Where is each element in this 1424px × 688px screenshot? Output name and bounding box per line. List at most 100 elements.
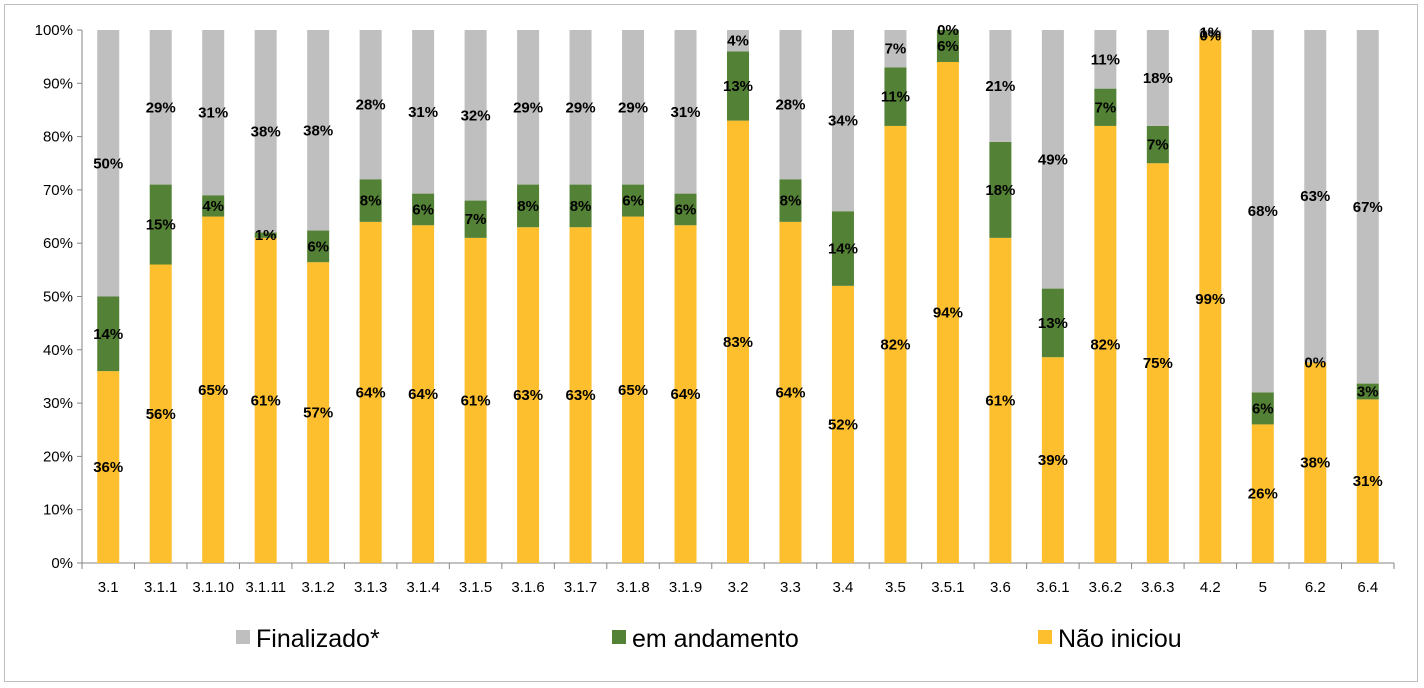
x-tick-label: 3.1.10 <box>192 579 234 596</box>
legend-label: Finalizado* <box>256 625 380 653</box>
data-label: 1% <box>1199 25 1221 42</box>
bar-segment <box>1094 125 1117 563</box>
x-tick-label: 3.1.8 <box>616 579 649 596</box>
data-label: 99% <box>1195 291 1225 308</box>
bar-segment <box>674 30 697 194</box>
data-label: 1% <box>255 227 277 244</box>
data-label: 29% <box>513 99 543 116</box>
data-label: 64% <box>671 386 701 403</box>
x-tick-label: 3.6.3 <box>1141 579 1174 596</box>
x-tick-label: 3.2 <box>728 579 749 596</box>
data-label: 61% <box>251 392 281 409</box>
bar-segment <box>307 30 330 231</box>
x-tick-label: 3.3 <box>780 579 801 596</box>
bars <box>97 30 1379 564</box>
x-tick-label: 3.1 <box>98 579 119 596</box>
bar-segment <box>622 184 645 217</box>
bar-segment <box>359 221 382 563</box>
x-tick-label: 3.5 <box>885 579 906 596</box>
bar-segment <box>149 184 172 265</box>
data-label: 31% <box>408 104 438 121</box>
data-label: 50% <box>93 155 123 172</box>
data-label: 0% <box>1199 27 1221 44</box>
bar-segment <box>622 30 645 185</box>
bar-segment <box>464 200 487 238</box>
data-label: 57% <box>303 405 333 422</box>
y-tick-label: 70% <box>43 182 73 199</box>
data-label: 63% <box>566 387 596 404</box>
data-label: 11% <box>881 89 910 106</box>
bar-segment <box>884 30 907 68</box>
data-label: 82% <box>880 336 910 353</box>
bar-segment <box>1146 30 1169 126</box>
bar-segment <box>1041 357 1064 563</box>
bar-segment <box>97 30 120 297</box>
bar-segment <box>569 30 592 185</box>
bar-segment <box>149 264 172 563</box>
bar-segment <box>1041 288 1064 358</box>
bar-segment <box>1146 163 1169 563</box>
data-label: 31% <box>671 104 701 121</box>
bar-segment <box>412 30 435 194</box>
bar-segment <box>517 30 540 185</box>
data-label: 21% <box>985 78 1015 95</box>
x-tick-label: 3.1.4 <box>406 579 439 596</box>
data-label: 28% <box>775 97 805 114</box>
x-tick-label: 3.4 <box>833 579 854 596</box>
data-label: 75% <box>1143 355 1173 372</box>
data-label: 67% <box>1353 199 1383 216</box>
data-label: 28% <box>356 97 386 114</box>
y-tick-label: 10% <box>43 502 73 519</box>
bar-segment <box>989 30 1012 142</box>
data-label: 82% <box>1090 336 1120 353</box>
data-label: 61% <box>461 392 491 409</box>
bar-segment <box>1094 88 1117 126</box>
bar-segment <box>517 184 540 228</box>
data-label: 0% <box>1304 354 1326 371</box>
data-label: 38% <box>303 122 333 139</box>
axes: 0%10%20%30%40%50%60%70%80%90%100%3.1 3.1.… <box>35 22 1395 596</box>
y-tick-label: 20% <box>43 448 73 465</box>
legend: Finalizado* em andamento Não iniciou <box>236 625 1182 653</box>
data-label: 49% <box>1038 151 1068 168</box>
legend-label: Não iniciou <box>1058 625 1182 653</box>
bar-segment <box>1146 125 1169 164</box>
bar-segment <box>412 225 435 563</box>
data-label: 34% <box>828 113 858 130</box>
data-label: 7% <box>1095 99 1117 116</box>
data-label: 64% <box>408 386 438 403</box>
data-label: 63% <box>513 387 543 404</box>
y-tick-label: 100% <box>35 22 73 39</box>
data-label: 13% <box>723 78 753 95</box>
data-label: 83% <box>723 334 753 351</box>
bar-segment <box>254 30 277 233</box>
data-label: 15% <box>146 217 176 234</box>
data-label: 32% <box>461 107 491 124</box>
bar-segment <box>989 141 1012 238</box>
data-label: 29% <box>146 99 176 116</box>
bar-segment <box>202 216 225 564</box>
data-label: 6% <box>307 238 329 255</box>
x-tick-label: 5 <box>1259 579 1267 596</box>
data-label: 11% <box>1091 51 1120 68</box>
data-label: 13% <box>1038 315 1068 332</box>
x-tick-label: 3.6.2 <box>1089 579 1122 596</box>
bar-segment <box>517 227 540 563</box>
y-tick-label: 40% <box>43 342 73 359</box>
data-label: 65% <box>618 382 648 399</box>
x-tick-label: 3.1.11 <box>245 579 286 596</box>
y-tick-label: 30% <box>43 395 73 412</box>
data-label: 7% <box>885 41 907 58</box>
y-tick-label: 0% <box>51 555 73 572</box>
y-tick-label: 50% <box>43 289 73 306</box>
data-label: 4% <box>727 33 749 50</box>
data-label: 68% <box>1248 203 1278 220</box>
bar-segment <box>727 30 749 52</box>
data-label: 29% <box>566 99 596 116</box>
bar-segment <box>1251 30 1274 393</box>
bar-segment <box>989 237 1012 563</box>
bar-segment <box>412 193 435 226</box>
data-label: 63% <box>1300 188 1330 205</box>
data-label: 36% <box>93 459 123 476</box>
bar-segment <box>779 179 802 222</box>
